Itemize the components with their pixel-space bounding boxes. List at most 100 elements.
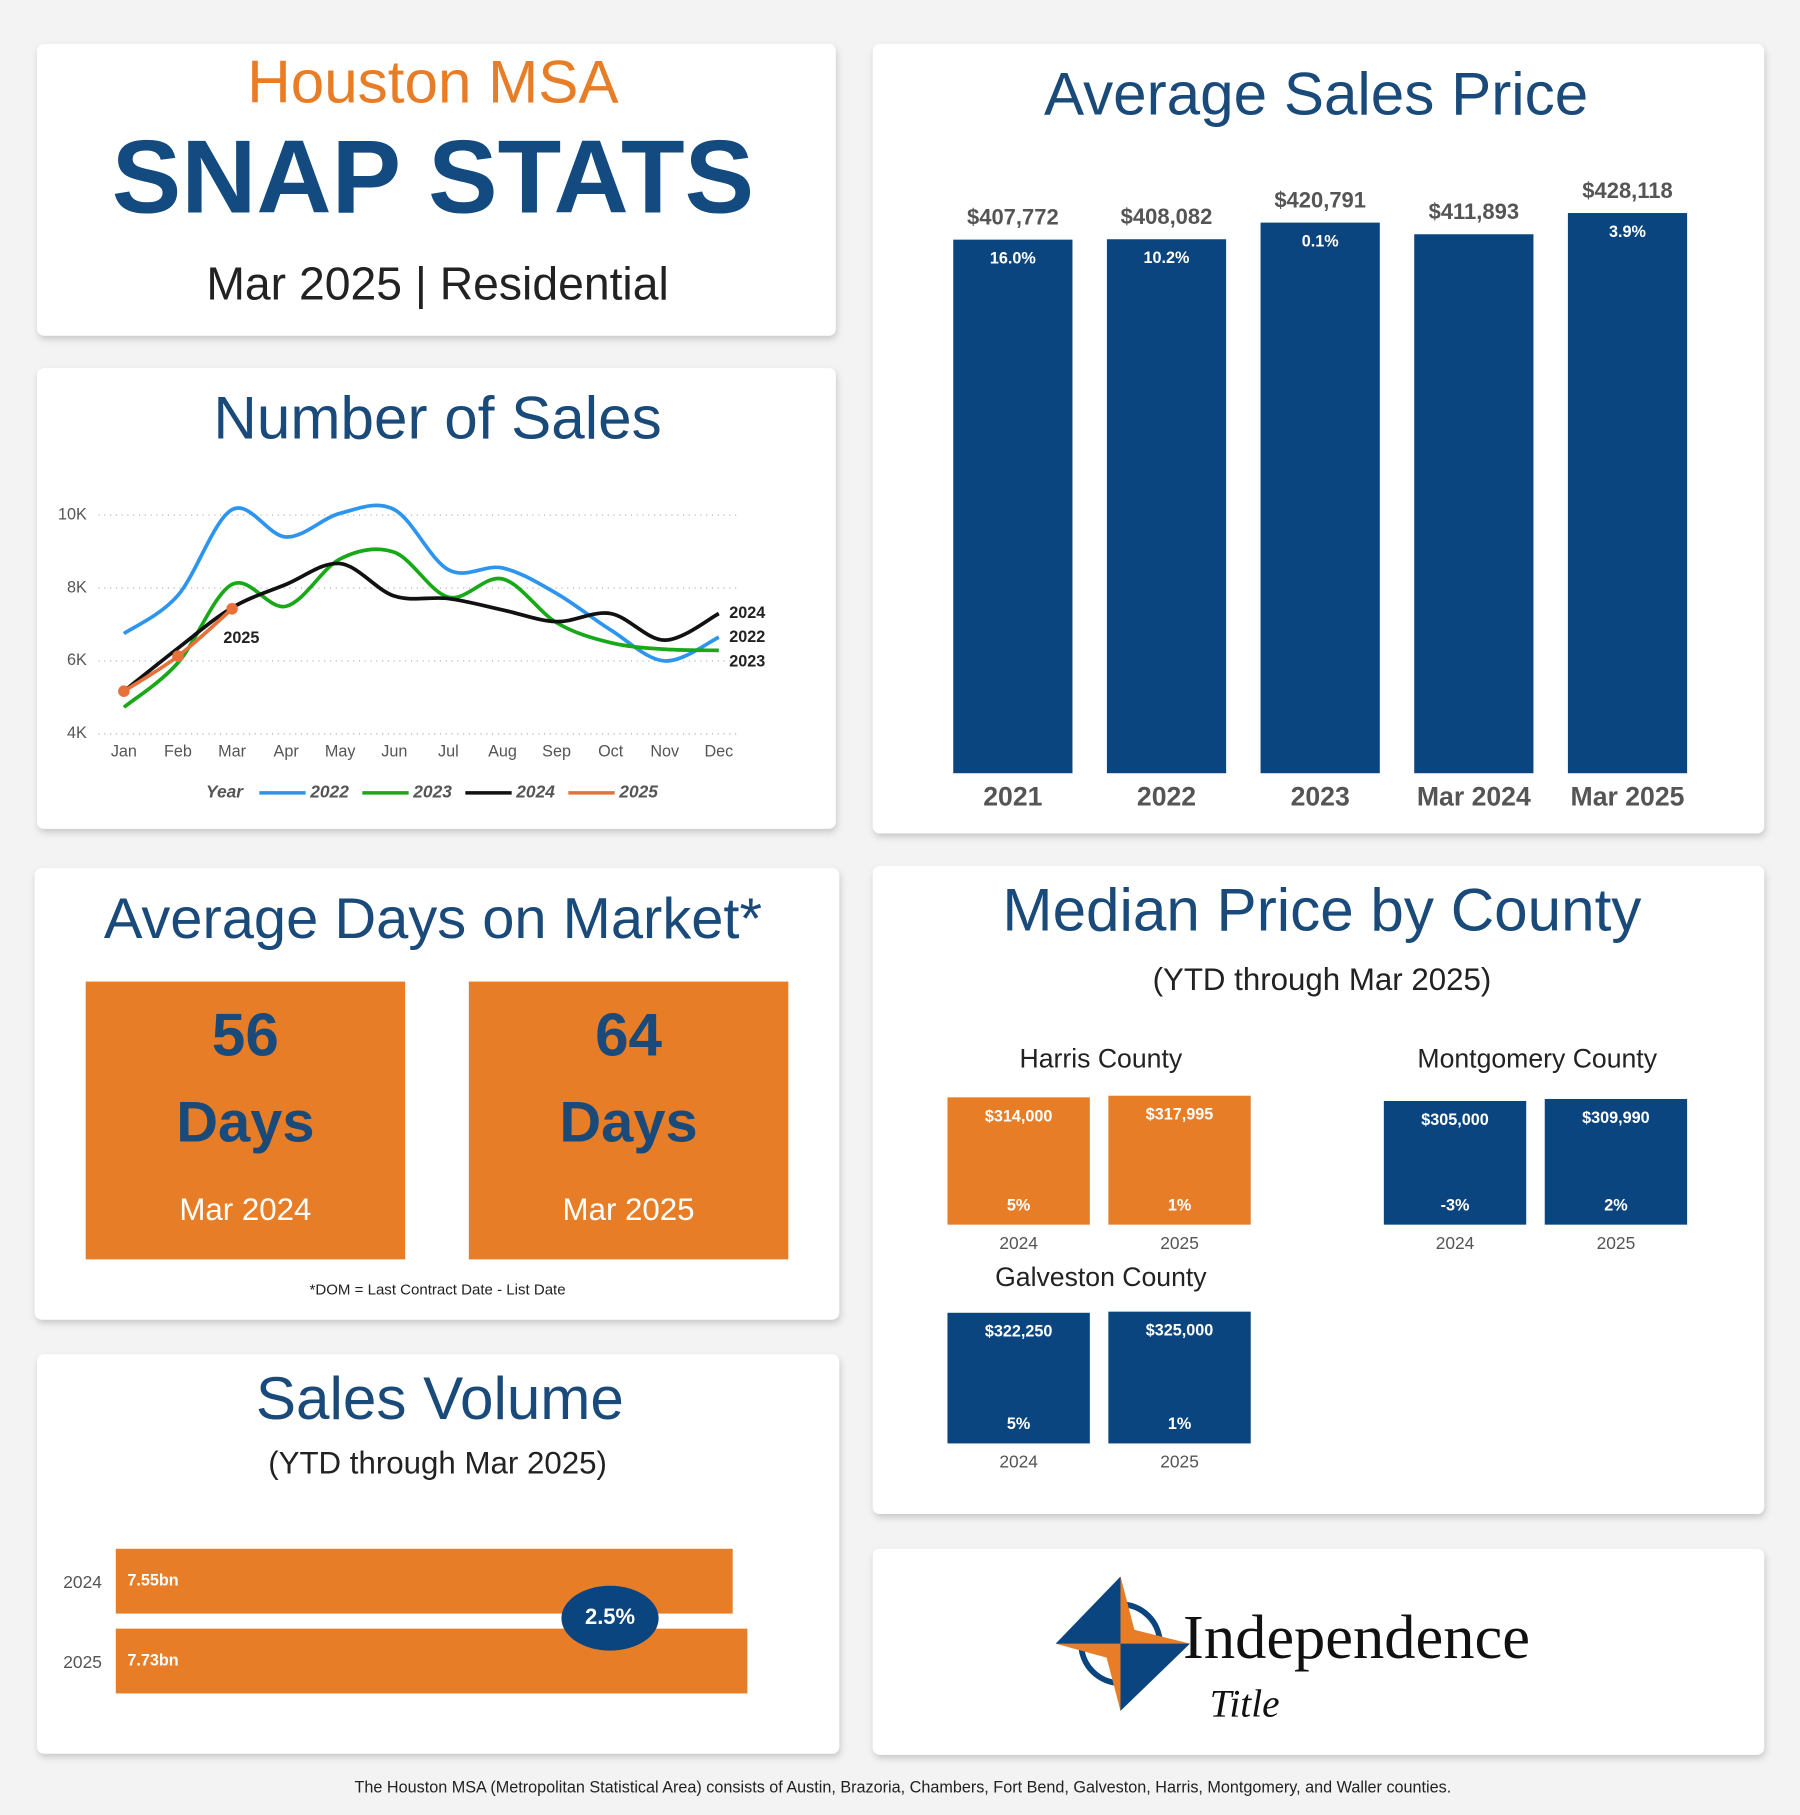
- footer: The Houston MSA (Metropolitan Statistica…: [355, 1779, 1452, 1797]
- region: Houston MSA: [247, 49, 619, 116]
- bar: [947, 1097, 1090, 1225]
- value-label: $314,000: [985, 1107, 1053, 1125]
- chart-subtitle: (YTD through Mar 2025): [268, 1446, 607, 1481]
- x-tick-label: Jul: [438, 743, 459, 761]
- bar: [1414, 234, 1534, 774]
- point: [226, 603, 238, 615]
- x-tick-label: Jun: [381, 743, 407, 761]
- series-line: [122, 547, 719, 709]
- x-tick-label: 2021: [983, 782, 1042, 812]
- legend-label: 2022: [309, 781, 349, 801]
- x-tick-label: Jan: [111, 743, 137, 761]
- value-label: $305,000: [1421, 1111, 1489, 1129]
- series-label: 2022: [729, 628, 765, 646]
- change-label: 10.2%: [1144, 249, 1190, 267]
- chart-title: Sales Volume: [256, 1365, 624, 1432]
- x-tick-label: Mar 2024: [1417, 782, 1531, 812]
- bar: [1567, 213, 1688, 774]
- value-label: 7.73bn: [127, 1651, 178, 1669]
- series-label: 2024: [729, 604, 765, 622]
- bar: [953, 239, 1073, 774]
- x-tick-label: Sep: [542, 743, 571, 761]
- change-label: 5%: [1007, 1415, 1030, 1433]
- dom-label: Mar 2024: [179, 1192, 311, 1227]
- value-label: $411,893: [1429, 199, 1519, 224]
- dom-unit: Days: [559, 1091, 697, 1155]
- y-tick-label: 8K: [67, 578, 87, 596]
- x-tick-label: Feb: [164, 743, 192, 761]
- dom-box: [468, 981, 789, 1260]
- value-label: $428,118: [1582, 178, 1672, 203]
- change-label: 16.0%: [990, 250, 1036, 268]
- series-label: 2025: [223, 629, 259, 647]
- bar: [1544, 1098, 1688, 1225]
- legend-label: 2024: [515, 781, 555, 801]
- y-tick-label: 10K: [58, 505, 87, 523]
- x-tick-label: Mar: [218, 743, 246, 761]
- y-tick-label: 2025: [63, 1652, 102, 1672]
- bar: [1106, 239, 1227, 774]
- value-label: $322,250: [985, 1323, 1053, 1341]
- title: SNAP STATS: [112, 120, 754, 236]
- change-label: 1%: [1168, 1415, 1191, 1433]
- series-line: [122, 561, 720, 693]
- value-label: $309,990: [1582, 1109, 1650, 1127]
- logo-name: Independence: [1183, 1602, 1530, 1672]
- change-label: 1%: [1168, 1196, 1191, 1214]
- value-label: 7.55bn: [127, 1571, 178, 1589]
- y-tick-label: 6K: [67, 651, 87, 669]
- bar: [1260, 222, 1380, 774]
- point: [118, 685, 130, 697]
- legend-label: 2023: [412, 781, 452, 801]
- value-label: $325,000: [1146, 1322, 1214, 1340]
- median-subtitle: (YTD through Mar 2025): [1153, 962, 1492, 997]
- series-label: 2023: [729, 652, 765, 670]
- median-title: Median Price by County: [1002, 876, 1641, 943]
- x-tick-label: Mar 2025: [1571, 782, 1685, 812]
- value-label: $407,772: [967, 205, 1059, 230]
- median-panel: [872, 865, 1765, 1515]
- x-tick-label: Dec: [704, 743, 733, 761]
- x-tick-label: Oct: [598, 743, 624, 761]
- bar: [115, 1628, 748, 1694]
- x-tick-label: May: [325, 743, 356, 761]
- change-badge: [561, 1585, 659, 1651]
- x-tick-label: 2024: [999, 1233, 1038, 1253]
- value-label: $420,791: [1274, 188, 1366, 213]
- x-tick-label: Nov: [650, 743, 680, 761]
- logo-panel: [872, 1548, 1765, 1755]
- legend-title: Year: [206, 781, 244, 801]
- header-panel: [37, 43, 836, 336]
- x-tick-label: 2025: [1597, 1233, 1636, 1253]
- x-tick-label: 2025: [1160, 1452, 1199, 1472]
- chart-title: Montgomery County: [1417, 1043, 1657, 1073]
- change-label: -3%: [1441, 1196, 1470, 1214]
- bar: [1383, 1100, 1527, 1225]
- x-tick-label: 2022: [1137, 782, 1196, 812]
- dom-value: 56: [212, 1001, 279, 1068]
- dom-value: 64: [595, 1001, 662, 1068]
- change-label: 2%: [1604, 1196, 1627, 1214]
- change-label: 3.9%: [1609, 223, 1646, 241]
- value-label: $317,995: [1146, 1106, 1214, 1124]
- bar: [1108, 1311, 1251, 1444]
- dom-unit: Days: [176, 1091, 314, 1155]
- dom-note: *DOM = Last Contract Date - List Date: [310, 1282, 566, 1299]
- y-tick-label: 2024: [63, 1572, 102, 1592]
- x-tick-label: Aug: [488, 743, 517, 761]
- change-label: 2.5%: [585, 1604, 635, 1629]
- dom-title: Average Days on Market*: [104, 887, 762, 951]
- bar: [1108, 1095, 1251, 1225]
- series-line: [122, 503, 720, 663]
- x-tick-label: 2024: [999, 1452, 1038, 1472]
- x-tick-label: 2023: [1291, 782, 1350, 812]
- chart-title: Harris County: [1019, 1043, 1182, 1073]
- dom-box: [85, 981, 406, 1260]
- chart-title: Average Sales Price: [1044, 60, 1588, 127]
- x-tick-label: 2024: [1436, 1233, 1475, 1253]
- y-tick-label: 4K: [67, 724, 87, 742]
- chart-title: Number of Sales: [213, 384, 661, 451]
- bar: [947, 1312, 1090, 1444]
